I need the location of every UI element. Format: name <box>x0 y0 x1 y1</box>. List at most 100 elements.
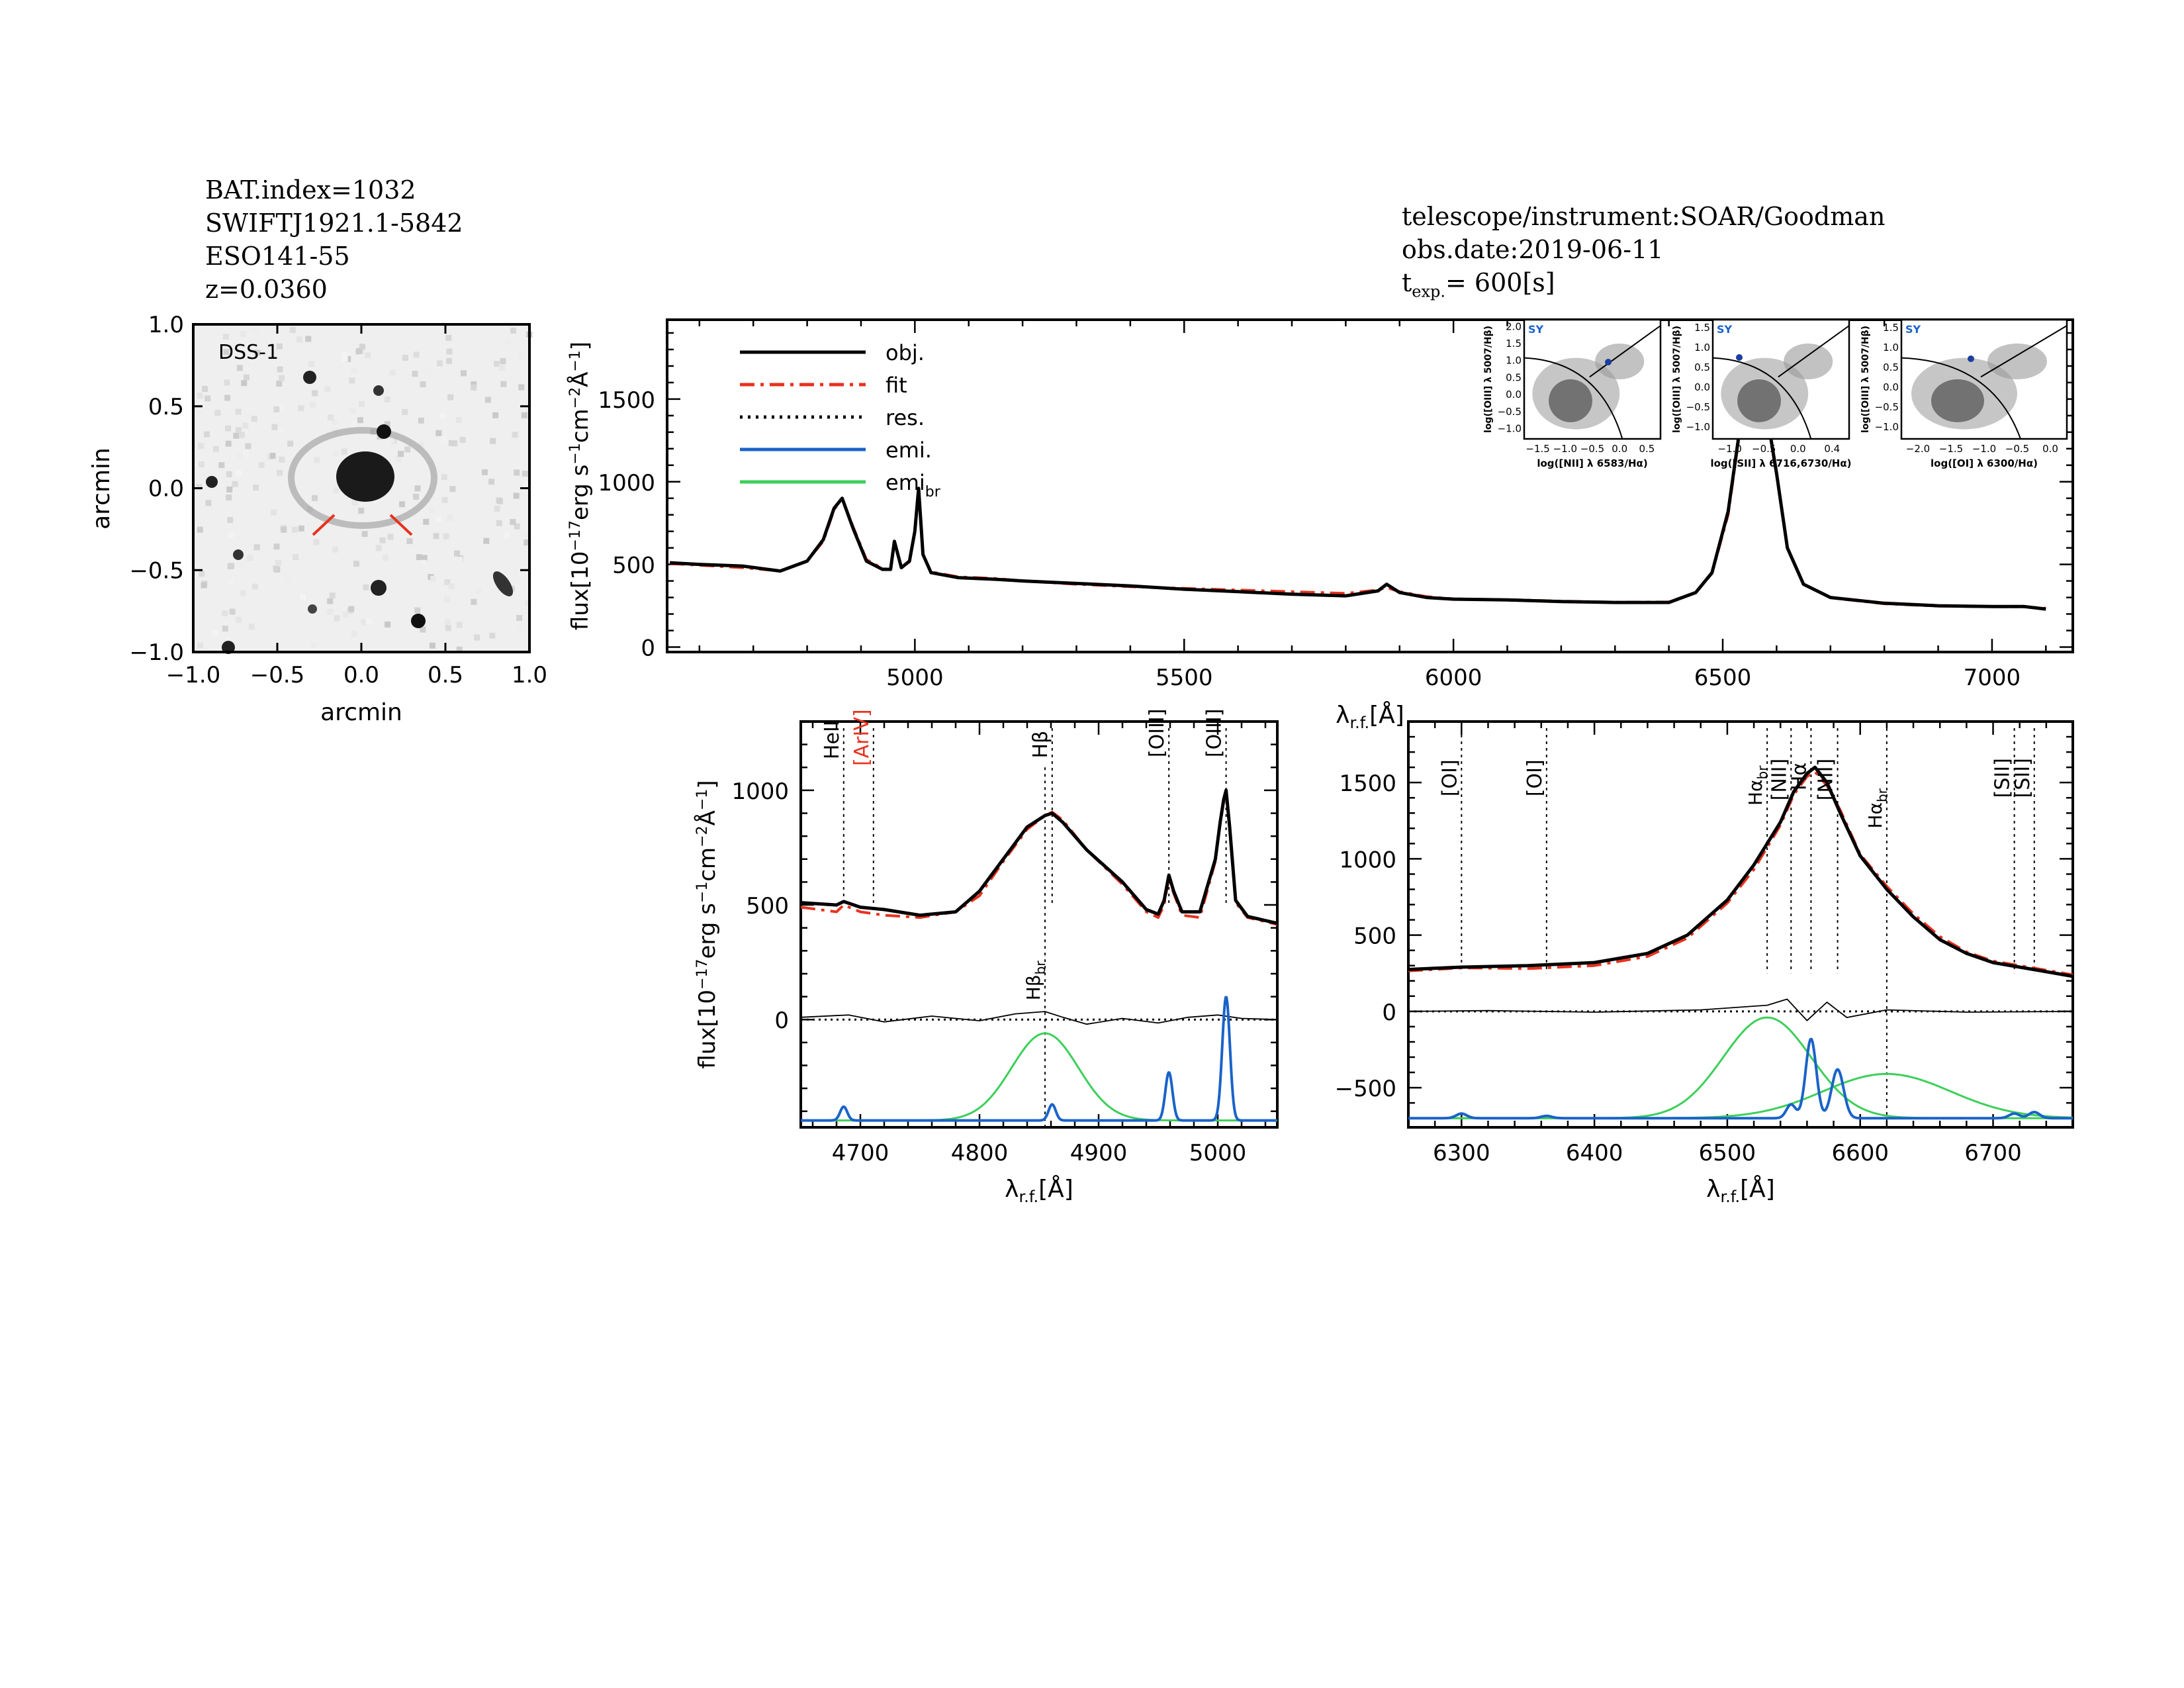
noise-pixel <box>198 443 205 449</box>
inset-ytick-label: 1.5 <box>1506 338 1522 350</box>
inset-xtick-label: −0.5 <box>1752 443 1776 455</box>
y-axis-label: flux[10−17erg s−1cm−2Å−1] <box>694 780 721 1068</box>
exposure-text: texp.= 600[s] <box>1402 266 1555 308</box>
x-axis-label: λr.f.[Å] <box>1005 1174 1073 1206</box>
noise-pixel <box>418 636 424 643</box>
noise-pixel <box>341 351 348 357</box>
line-label: Hαbr <box>1745 765 1770 806</box>
bpt-inset: SY −1.0 −0.5 0.0 0.4 1.5 1.0 0.5 0.0 −0.5 −1.0 log(… <box>1672 318 1852 469</box>
xtick-label: 6500 <box>1694 665 1752 691</box>
noise-pixel <box>293 554 299 561</box>
noise-pixel <box>456 622 463 628</box>
inset-xtick-label: 0.0 <box>1790 443 1806 455</box>
noise-pixel <box>490 438 496 444</box>
noise-pixel <box>485 397 491 403</box>
obs-date-text: obs.date:2019-06-11 <box>1402 235 1664 264</box>
noise-pixel <box>229 608 236 615</box>
noise-pixel <box>444 596 451 602</box>
noise-pixel <box>449 486 456 492</box>
line-label: [ArIV] <box>850 709 874 766</box>
noise-pixel <box>228 563 234 569</box>
noise-pixel <box>251 328 257 334</box>
noise-pixel <box>418 442 424 448</box>
noise-pixel <box>435 430 442 436</box>
noise-pixel <box>455 416 462 423</box>
noise-pixel <box>516 626 523 632</box>
noise-pixel <box>510 519 516 526</box>
ytick-label: 1000 <box>598 470 655 496</box>
noise-pixel <box>446 348 453 355</box>
noise-pixel <box>402 408 408 415</box>
noise-pixel <box>420 626 426 633</box>
noise-pixel <box>359 401 365 407</box>
density-blob <box>1595 344 1645 379</box>
noise-pixel <box>457 557 463 563</box>
noise-pixel <box>525 600 531 607</box>
noise-pixel <box>389 369 396 376</box>
object-spectrum-line <box>801 788 1277 925</box>
xtick-label: 4700 <box>832 1140 889 1166</box>
line-label: [OI] <box>1438 759 1461 796</box>
ytick-label: 500 <box>1353 923 1396 950</box>
line-label: Hα <box>1788 763 1811 790</box>
noise-pixel <box>383 386 390 393</box>
noise-pixel <box>273 543 280 550</box>
noise-pixel <box>498 365 505 371</box>
noise-pixel <box>197 526 203 533</box>
axes-frame <box>1407 720 2074 1129</box>
noise-pixel <box>471 384 477 391</box>
star <box>492 571 514 596</box>
noise-pixel <box>418 417 424 424</box>
x-axis-label: λr.f.[Å] <box>1336 700 1404 732</box>
noise-pixel <box>399 501 406 508</box>
inset-xtick-label: −1.5 <box>1939 443 1963 455</box>
inset-ytick-label: 1.5 <box>1694 322 1710 334</box>
star <box>373 385 384 396</box>
noise-pixel <box>494 361 500 367</box>
bpt-inset: SY−1.5 −1.0 −0.5 0.0 0.52.01.51.00.50.0−0.5−… <box>1483 318 1662 469</box>
noise-pixel <box>196 484 203 491</box>
noise-pixel <box>226 487 233 492</box>
noise-pixel <box>314 457 320 463</box>
redshift: z=0.0360 <box>205 275 328 304</box>
noise-pixel <box>285 574 292 581</box>
xtick-label: 4800 <box>951 1140 1009 1166</box>
source-name: ESO141-55 <box>205 242 350 271</box>
dss-ytick-label: −1.0 <box>129 639 184 666</box>
noise-pixel <box>424 370 431 377</box>
noise-pixel <box>497 498 503 504</box>
noise-pixel <box>398 451 404 457</box>
noise-pixel <box>428 507 435 514</box>
noise-pixel <box>406 538 413 544</box>
halpha-zoom-panel: 6300 6400 6500 6600 6700 −500 0 500 1000 1500 λr.f… <box>1335 720 2074 1206</box>
legend-label: emibr <box>886 470 941 500</box>
noise-pixel <box>379 537 386 543</box>
noise-pixel <box>500 358 506 365</box>
noise-pixel <box>345 355 351 362</box>
noise-pixel <box>332 418 338 425</box>
dss-ytick-label: 1.0 <box>148 312 184 338</box>
noise-pixel <box>328 414 334 420</box>
emi-br-line <box>1408 1072 2073 1119</box>
noise-pixel <box>395 456 402 463</box>
noise-pixel <box>235 427 242 434</box>
dss-image-panel: DSS-1 −1.0−1.0 −0.5 −0.5 0.0 0.0 0.5 0.5 1.0 1.0… <box>88 312 547 726</box>
noise-pixel <box>201 582 207 588</box>
line-label: [NII] <box>1768 759 1791 801</box>
noise-pixel <box>448 583 455 590</box>
noise-pixel <box>351 367 357 373</box>
noise-pixel <box>482 469 488 475</box>
noise-pixel <box>514 469 520 476</box>
noise-pixel <box>258 462 265 469</box>
ytick-label: −500 <box>1335 1076 1396 1102</box>
noise-pixel <box>235 408 242 415</box>
noise-pixel <box>521 412 527 418</box>
inset-ytick-label: −0.5 <box>1686 401 1710 413</box>
noise-pixel <box>445 625 451 632</box>
noise-pixel <box>291 526 298 533</box>
kewley-curve <box>1524 357 1623 440</box>
noise-pixel <box>414 485 421 492</box>
xtick-label: 5000 <box>886 665 944 691</box>
noise-pixel <box>504 338 510 344</box>
